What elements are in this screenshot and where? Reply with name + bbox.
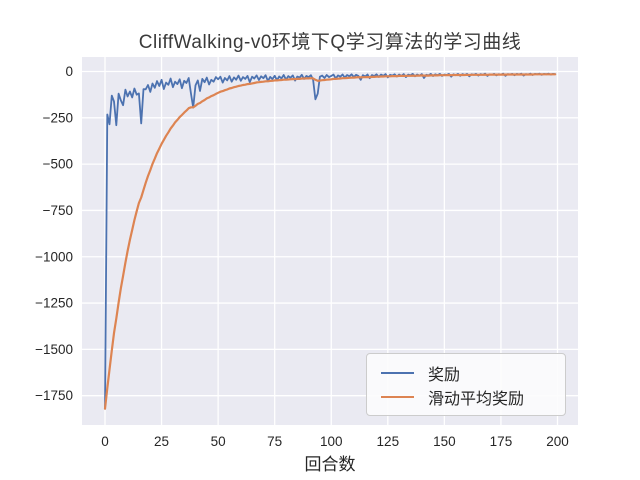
moving-average-line [103,73,557,410]
x-tick-label: 150 [433,434,456,449]
chart-title: CliffWalking-v0环境下Q学习算法的学习曲线 [138,32,522,53]
reward-line-swatch [381,372,414,374]
x-tick-label: 25 [154,434,169,449]
legend: 奖励 滑动平均奖励 [366,353,566,416]
y-tick-label: −1500 [35,342,73,357]
y-tick-label: −1750 [35,388,73,403]
x-tick-labels: 0 25 50 75 100 125 150 175 200 [101,434,569,449]
legend-item-moving-average: 滑动平均奖励 [381,385,555,409]
x-tick-label: 50 [211,434,226,449]
y-tick-label: −1250 [35,296,73,311]
x-tick-label: 75 [267,434,282,449]
moving-average-line-swatch [381,396,414,398]
legend-item-reward: 奖励 [381,361,555,385]
y-tick-label: −500 [43,157,73,172]
gridlines [82,57,578,425]
x-tick-label: 100 [320,434,343,449]
x-axis-label: 回合数 [304,455,356,474]
x-tick-label: 125 [377,434,400,449]
series-lines [103,72,557,410]
x-tick-label: 200 [546,434,569,449]
y-tick-label: −250 [43,110,73,125]
legend-label-reward: 奖励 [428,367,461,384]
x-tick-label: 0 [101,434,109,449]
y-tick-label: −750 [43,203,73,218]
y-tick-label: −1000 [35,249,73,264]
y-tick-labels: 0 −250 −500 −750 −1000 −1250 −1500 −1750 [35,64,73,403]
x-tick-label: 175 [490,434,513,449]
y-tick-label: 0 [65,64,73,79]
legend-label-moving-average: 滑动平均奖励 [428,391,525,408]
